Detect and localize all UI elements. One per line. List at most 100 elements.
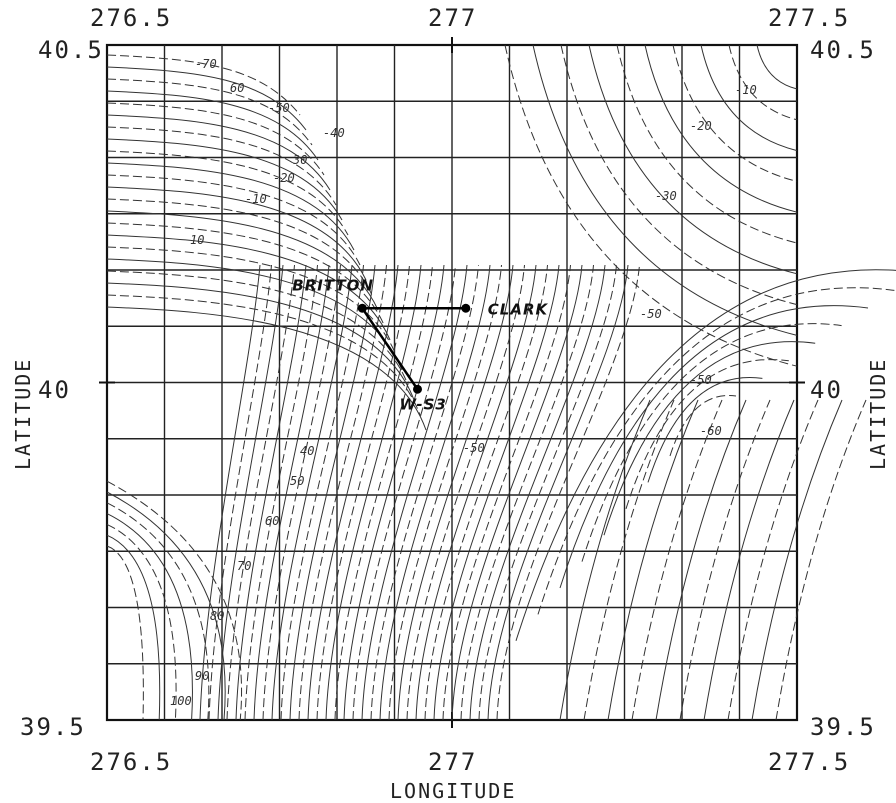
contour-line	[700, 44, 798, 152]
contour-label: -10	[245, 192, 267, 206]
y-tick-right-1: 40.5	[810, 36, 876, 64]
route-britton-ws3	[361, 307, 419, 390]
x-tick-top-2: 277	[428, 4, 477, 32]
contour-line	[106, 491, 226, 721]
contour-line	[616, 44, 798, 244]
contour-line	[504, 44, 798, 367]
contour-line	[106, 246, 397, 356]
contour-line	[478, 264, 617, 721]
contour-line	[559, 305, 869, 589]
contour-line	[106, 66, 307, 131]
contour-line	[361, 264, 468, 721]
contour-label: -50	[690, 373, 712, 387]
contour-line	[106, 282, 415, 401]
contour-label: 40	[300, 444, 314, 458]
contour-line	[352, 264, 456, 721]
contour-line	[106, 210, 379, 311]
station-marker	[461, 303, 471, 313]
contour-label: -70	[195, 57, 217, 71]
contour-line	[106, 222, 385, 326]
contour-line	[106, 294, 421, 416]
contour-label: -40	[323, 126, 345, 140]
contour-line	[370, 264, 479, 721]
contour-line	[583, 399, 675, 721]
contour-label: -60	[700, 424, 722, 438]
contour-line	[515, 269, 896, 641]
contour-labels: -70 60 -50 -40 30 -20 -10 10 -50 -30 -20 -10 -50 -60 4…	[170, 57, 757, 708]
contour-line	[343, 264, 445, 721]
contour-line	[756, 44, 798, 90]
contour-line	[728, 44, 798, 121]
y-tick-right-3: 39.5	[810, 713, 876, 741]
contour-line	[106, 523, 177, 721]
contour-line	[106, 306, 427, 431]
contour-line	[424, 264, 548, 721]
contour-line	[655, 399, 747, 721]
contour-line	[560, 44, 798, 306]
map-grid	[99, 37, 805, 728]
x-tick-bottom-3: 277.5	[768, 748, 850, 776]
contour-line	[631, 399, 723, 721]
contour-line	[106, 534, 161, 721]
contour-line	[106, 513, 193, 721]
contour-line	[625, 359, 789, 509]
contour-line	[208, 264, 272, 721]
contour-line	[388, 264, 502, 721]
contour-line	[106, 502, 210, 721]
y-tick-left-1: 40.5	[38, 36, 104, 64]
station-label: W-S3	[400, 395, 447, 413]
contour-line	[559, 399, 651, 721]
contour-label: 60	[230, 81, 244, 95]
contour-line	[775, 399, 867, 721]
y-tick-left-2: 40	[38, 376, 71, 404]
contour-line	[244, 264, 318, 721]
contour-line	[106, 54, 301, 116]
contour-line	[106, 150, 349, 236]
contour-line	[487, 264, 629, 721]
contour-line	[334, 264, 433, 721]
y-axis-label-right: LATITUDE	[866, 358, 890, 470]
contour-label: -20	[273, 171, 295, 185]
contour-label: -50	[640, 307, 662, 321]
contour-line	[106, 270, 409, 386]
contour-line	[253, 264, 330, 721]
contour-line	[262, 264, 341, 721]
contour-label: 80	[210, 609, 224, 623]
station-marker	[413, 384, 422, 394]
contour-line	[298, 264, 387, 721]
x-axis-label: LONGITUDE	[390, 779, 516, 803]
contour-line	[307, 264, 399, 721]
contour-label: 30	[292, 153, 307, 167]
contour-line	[581, 323, 842, 562]
contour-line	[235, 264, 307, 721]
contour-line	[106, 186, 367, 281]
y-tick-left-3: 39.5	[20, 713, 86, 741]
contour-line	[106, 174, 361, 266]
contour-line	[647, 377, 763, 483]
contour-line	[226, 264, 295, 721]
station-route: BRITTON CLARK W-S3	[292, 276, 547, 413]
contour-line	[607, 399, 699, 721]
contour-line	[106, 480, 242, 721]
contour-line	[442, 264, 571, 721]
contour-line	[469, 264, 606, 721]
contour-line	[106, 126, 337, 206]
contour-line	[603, 341, 816, 536]
contour-line	[316, 264, 410, 721]
contour-line	[325, 264, 422, 721]
contour-line	[106, 545, 144, 721]
contour-line	[669, 395, 737, 457]
contour-line	[271, 264, 353, 721]
contour-line	[106, 78, 313, 146]
contour-line	[588, 44, 798, 275]
contour-line	[451, 264, 583, 721]
contour-line	[433, 264, 560, 721]
contour-label: -50	[268, 101, 290, 115]
contour-line	[106, 102, 325, 176]
contour-line	[415, 264, 537, 721]
contour-line	[703, 399, 795, 721]
contour-line	[679, 399, 771, 721]
contour-line	[532, 44, 798, 336]
contour-lines	[106, 44, 896, 721]
